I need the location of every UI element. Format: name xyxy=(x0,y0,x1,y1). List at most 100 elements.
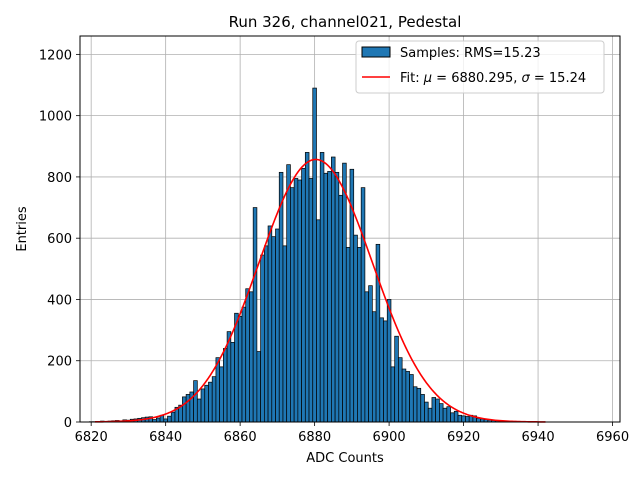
histogram-bar xyxy=(427,407,433,423)
histogram-bar xyxy=(226,331,232,423)
legend-samples-label: Samples: RMS=15.23 xyxy=(400,46,541,61)
histogram-bar xyxy=(182,396,187,423)
histogram-bar xyxy=(439,403,444,423)
histogram-bar xyxy=(398,357,403,423)
y-tick-label: 600 xyxy=(47,232,72,247)
histogram-bar xyxy=(334,171,340,423)
histogram-bar xyxy=(196,398,202,423)
histogram-bar xyxy=(375,243,381,423)
histogram-bar xyxy=(446,406,451,423)
x-tick-label: 6940 xyxy=(522,430,555,445)
histogram-bar xyxy=(208,381,213,423)
x-tick-label: 6860 xyxy=(224,430,257,445)
histogram-bar xyxy=(204,384,209,423)
histogram-bar xyxy=(230,341,235,423)
y-tick-label: 400 xyxy=(47,293,72,308)
histogram-bar xyxy=(405,371,410,423)
histogram-bar xyxy=(167,415,172,423)
histogram-bar xyxy=(383,320,388,423)
histogram-bar xyxy=(275,228,280,423)
legend-fit-mu-value: = 6880.295, xyxy=(432,71,521,86)
histogram-bar xyxy=(185,394,191,423)
histogram-bar xyxy=(234,312,239,423)
histogram-bar xyxy=(301,167,306,423)
histogram-bar xyxy=(308,178,314,423)
histogram-bar xyxy=(237,315,243,423)
histogram-bar xyxy=(394,335,399,423)
histogram-bar xyxy=(290,187,295,423)
histogram-bar xyxy=(390,366,396,423)
histogram-bar xyxy=(338,194,343,423)
histogram-bar xyxy=(435,398,440,423)
histogram-bar xyxy=(379,317,384,423)
histogram-bar xyxy=(245,288,250,423)
histogram-bar xyxy=(170,411,176,423)
histogram-bar xyxy=(241,306,247,423)
histogram-bar xyxy=(461,415,466,423)
histogram-bar xyxy=(200,388,206,423)
histogram-bar xyxy=(286,164,291,423)
histogram-bar xyxy=(304,152,310,423)
axes-frame xyxy=(79,35,621,423)
histogram-bar xyxy=(342,162,347,423)
gaussian-fit-curve xyxy=(94,158,546,423)
histogram-bar xyxy=(223,348,228,423)
histogram-bar xyxy=(316,219,321,423)
histogram-bar xyxy=(193,380,198,423)
histogram-bar xyxy=(386,299,392,423)
histogram-bar xyxy=(450,412,455,423)
x-tick-label: 6840 xyxy=(149,430,182,445)
legend-box xyxy=(355,40,605,94)
histogram-bar xyxy=(357,247,362,423)
histogram-bar xyxy=(215,357,221,423)
x-tick-label: 6880 xyxy=(298,430,331,445)
histogram-bar xyxy=(420,394,425,423)
x-tick-label: 6960 xyxy=(596,430,629,445)
histogram-bar xyxy=(312,87,317,423)
y-tick-label: 200 xyxy=(47,355,72,370)
histogram-bar xyxy=(252,207,258,423)
histogram-bar xyxy=(331,156,336,423)
legend-fit-mu-symbol: μ xyxy=(423,71,432,86)
histogram-bar xyxy=(371,311,377,423)
histogram-bar xyxy=(476,417,481,423)
histogram-bar xyxy=(249,291,254,423)
histogram-bar xyxy=(267,225,273,423)
legend: Samples: RMS=15.23 Fit: μ = 6880.295, σ … xyxy=(355,40,605,94)
histogram-bar xyxy=(327,171,332,423)
y-tick-label: 800 xyxy=(47,171,72,186)
histogram-bar xyxy=(323,172,329,423)
histogram-bar xyxy=(360,187,366,423)
legend-samples-swatch xyxy=(361,46,391,58)
y-axis-label: Entries xyxy=(15,206,30,252)
histogram-bar xyxy=(453,410,459,423)
histogram-bar xyxy=(409,374,414,423)
histogram-bar xyxy=(442,407,448,423)
x-tick-label: 6920 xyxy=(447,430,480,445)
y-axis-ticks: 0 200 400 600 800 1000 1200 xyxy=(39,48,80,431)
x-axis-ticks: 6820 6840 6860 6880 6900 6920 6940 6960 xyxy=(75,422,629,445)
histogram-bar xyxy=(457,414,463,423)
y-tick-label: 0 xyxy=(64,416,72,431)
histogram-bar xyxy=(345,247,351,423)
y-tick-label: 1200 xyxy=(39,48,72,63)
histogram-bar xyxy=(219,366,224,423)
histogram-bar xyxy=(465,416,470,423)
histogram-bar xyxy=(297,179,302,423)
x-tick-label: 6900 xyxy=(373,430,406,445)
legend-fit-sigma-symbol: σ xyxy=(522,71,531,86)
legend-fit-prefix: Fit: xyxy=(400,71,424,86)
histogram-bar xyxy=(319,152,325,423)
histogram-bar xyxy=(155,417,161,423)
chart-title: Run 326, channel021, Pedestal xyxy=(229,13,462,31)
histogram-bar xyxy=(260,254,265,423)
histogram-bar xyxy=(282,245,288,423)
x-tick-label: 6820 xyxy=(75,430,108,445)
histogram-bar xyxy=(401,368,407,423)
histogram-bar xyxy=(353,234,358,423)
histogram-bar xyxy=(271,236,276,423)
histogram-bar xyxy=(368,285,373,423)
histogram-bar xyxy=(364,291,369,423)
histogram-bar xyxy=(263,245,269,423)
